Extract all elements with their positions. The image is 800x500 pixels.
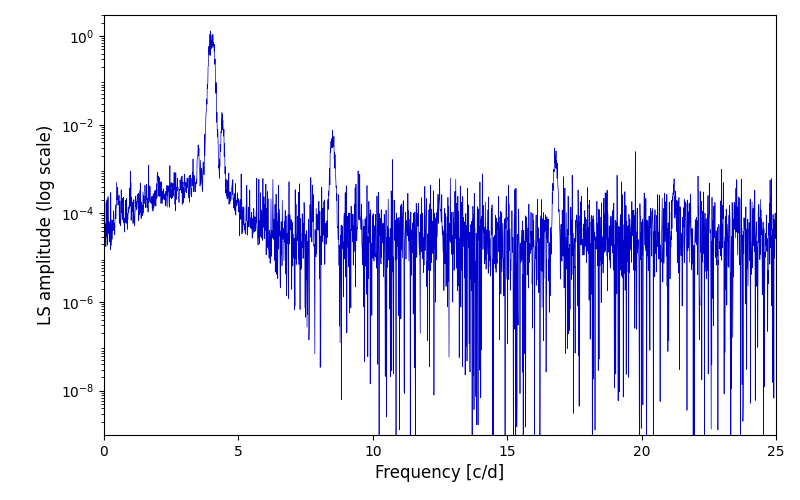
Y-axis label: LS amplitude (log scale): LS amplitude (log scale) xyxy=(38,125,55,325)
X-axis label: Frequency [c/d]: Frequency [c/d] xyxy=(375,464,505,482)
